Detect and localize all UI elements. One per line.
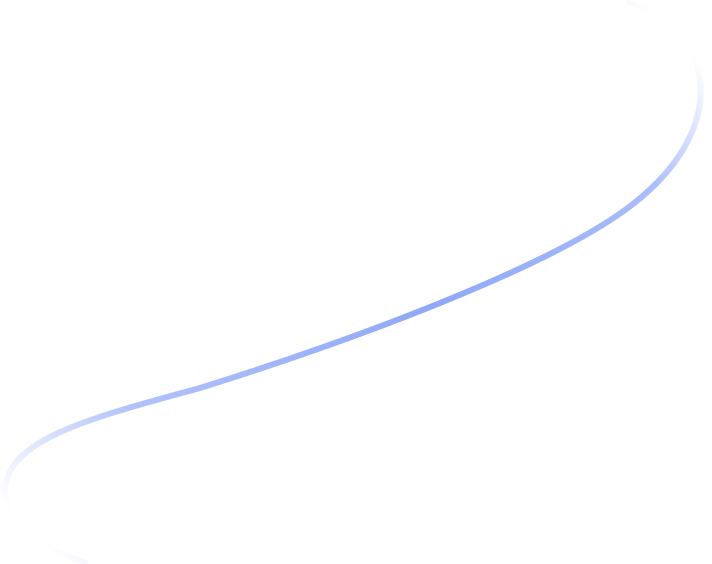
decorative-curve-canvas bbox=[1, 0, 704, 564]
decorative-curve bbox=[1, 0, 704, 564]
